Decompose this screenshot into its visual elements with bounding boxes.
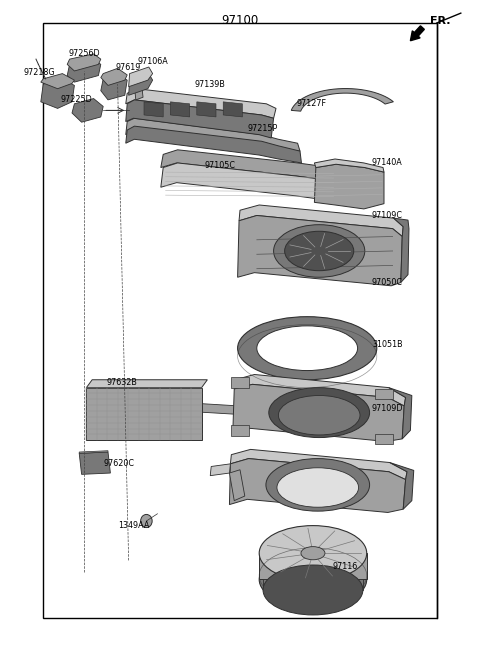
Polygon shape xyxy=(126,126,301,163)
Polygon shape xyxy=(375,434,393,444)
Polygon shape xyxy=(314,164,384,209)
Text: 97632B: 97632B xyxy=(107,378,138,387)
Polygon shape xyxy=(72,99,103,122)
Polygon shape xyxy=(291,89,394,111)
Text: 97218G: 97218G xyxy=(24,68,55,77)
Polygon shape xyxy=(375,389,393,399)
Text: 97050C: 97050C xyxy=(372,278,403,287)
Polygon shape xyxy=(86,380,207,388)
Ellipse shape xyxy=(277,468,359,507)
Polygon shape xyxy=(170,102,190,117)
Polygon shape xyxy=(230,449,407,480)
Ellipse shape xyxy=(269,388,370,438)
Text: 97140A: 97140A xyxy=(372,158,403,168)
Polygon shape xyxy=(134,84,143,100)
Polygon shape xyxy=(175,402,395,424)
Ellipse shape xyxy=(259,552,367,607)
Ellipse shape xyxy=(266,459,370,511)
Polygon shape xyxy=(233,384,404,442)
Text: 97127F: 97127F xyxy=(296,99,326,108)
Polygon shape xyxy=(161,150,338,183)
Ellipse shape xyxy=(259,526,367,581)
Polygon shape xyxy=(41,79,74,108)
Text: 97109D: 97109D xyxy=(372,404,404,413)
Polygon shape xyxy=(390,463,414,509)
Polygon shape xyxy=(67,54,101,71)
Text: 1349AA: 1349AA xyxy=(118,521,149,530)
Polygon shape xyxy=(43,23,437,618)
Polygon shape xyxy=(126,118,300,151)
Text: 97100: 97100 xyxy=(221,14,259,28)
Polygon shape xyxy=(229,470,245,501)
Text: 97105C: 97105C xyxy=(204,161,235,170)
Polygon shape xyxy=(144,102,163,117)
Polygon shape xyxy=(238,215,402,286)
Polygon shape xyxy=(101,68,127,85)
Polygon shape xyxy=(129,67,153,87)
Polygon shape xyxy=(234,374,406,406)
Polygon shape xyxy=(79,451,108,453)
Text: 97106A: 97106A xyxy=(137,57,168,66)
Text: 97109C: 97109C xyxy=(372,211,403,220)
Polygon shape xyxy=(259,553,367,579)
Text: 97225D: 97225D xyxy=(61,95,93,104)
Polygon shape xyxy=(79,452,110,474)
FancyArrow shape xyxy=(410,26,424,41)
Polygon shape xyxy=(67,59,101,82)
Polygon shape xyxy=(231,377,249,388)
Polygon shape xyxy=(231,425,249,436)
Text: 97215P: 97215P xyxy=(248,124,278,133)
Ellipse shape xyxy=(263,565,363,615)
Ellipse shape xyxy=(257,326,358,371)
Polygon shape xyxy=(101,74,127,100)
Polygon shape xyxy=(126,100,274,138)
Polygon shape xyxy=(239,205,403,237)
Polygon shape xyxy=(161,163,338,202)
Polygon shape xyxy=(41,74,74,89)
Polygon shape xyxy=(126,89,276,118)
Polygon shape xyxy=(314,159,384,172)
Ellipse shape xyxy=(141,514,152,528)
Polygon shape xyxy=(210,464,230,476)
Polygon shape xyxy=(263,579,363,590)
Polygon shape xyxy=(129,74,153,95)
Ellipse shape xyxy=(274,225,365,277)
Polygon shape xyxy=(223,102,242,117)
Ellipse shape xyxy=(278,396,360,435)
Text: 97256D: 97256D xyxy=(68,49,100,58)
Polygon shape xyxy=(394,218,409,283)
Text: 97139B: 97139B xyxy=(195,79,226,89)
Text: FR.: FR. xyxy=(430,16,450,26)
Polygon shape xyxy=(197,102,216,117)
Text: 97116: 97116 xyxy=(332,562,358,571)
Polygon shape xyxy=(229,459,406,512)
Ellipse shape xyxy=(301,547,325,560)
Polygon shape xyxy=(389,388,412,439)
Polygon shape xyxy=(86,388,202,440)
Ellipse shape xyxy=(285,231,354,271)
Text: 97619: 97619 xyxy=(116,62,141,72)
Ellipse shape xyxy=(238,317,377,380)
Text: 31051B: 31051B xyxy=(372,340,403,350)
Text: 97620C: 97620C xyxy=(104,459,134,468)
